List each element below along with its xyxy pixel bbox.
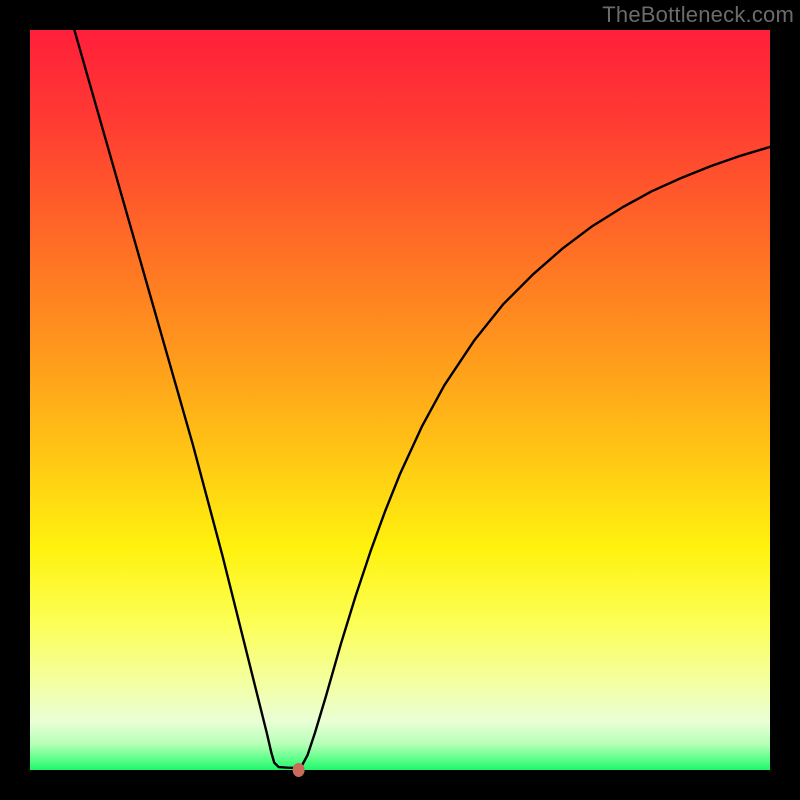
bottleneck-chart (0, 0, 800, 800)
optimum-marker (293, 763, 305, 777)
chart-root: TheBottleneck.com (0, 0, 800, 800)
watermark-text: TheBottleneck.com (602, 2, 794, 28)
plot-background (30, 30, 770, 770)
